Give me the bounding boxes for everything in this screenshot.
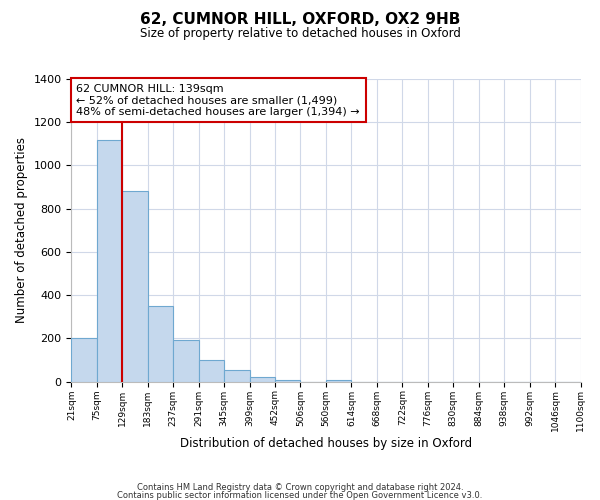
Bar	[122, 192, 148, 382]
Bar	[97, 140, 122, 382]
Text: 62 CUMNOR HILL: 139sqm
← 52% of detached houses are smaller (1,499)
48% of semi-: 62 CUMNOR HILL: 139sqm ← 52% of detached…	[76, 84, 360, 116]
Bar	[326, 380, 352, 382]
Bar	[250, 378, 275, 382]
Bar	[199, 360, 224, 382]
Bar	[71, 338, 97, 382]
Text: Contains HM Land Registry data © Crown copyright and database right 2024.: Contains HM Land Registry data © Crown c…	[137, 483, 463, 492]
Bar	[275, 380, 301, 382]
Text: Contains public sector information licensed under the Open Government Licence v3: Contains public sector information licen…	[118, 490, 482, 500]
Text: Size of property relative to detached houses in Oxford: Size of property relative to detached ho…	[140, 28, 460, 40]
Bar	[224, 370, 250, 382]
Text: 62, CUMNOR HILL, OXFORD, OX2 9HB: 62, CUMNOR HILL, OXFORD, OX2 9HB	[140, 12, 460, 28]
X-axis label: Distribution of detached houses by size in Oxford: Distribution of detached houses by size …	[180, 437, 472, 450]
Bar	[148, 306, 173, 382]
Bar	[173, 340, 199, 382]
Y-axis label: Number of detached properties: Number of detached properties	[15, 138, 28, 324]
